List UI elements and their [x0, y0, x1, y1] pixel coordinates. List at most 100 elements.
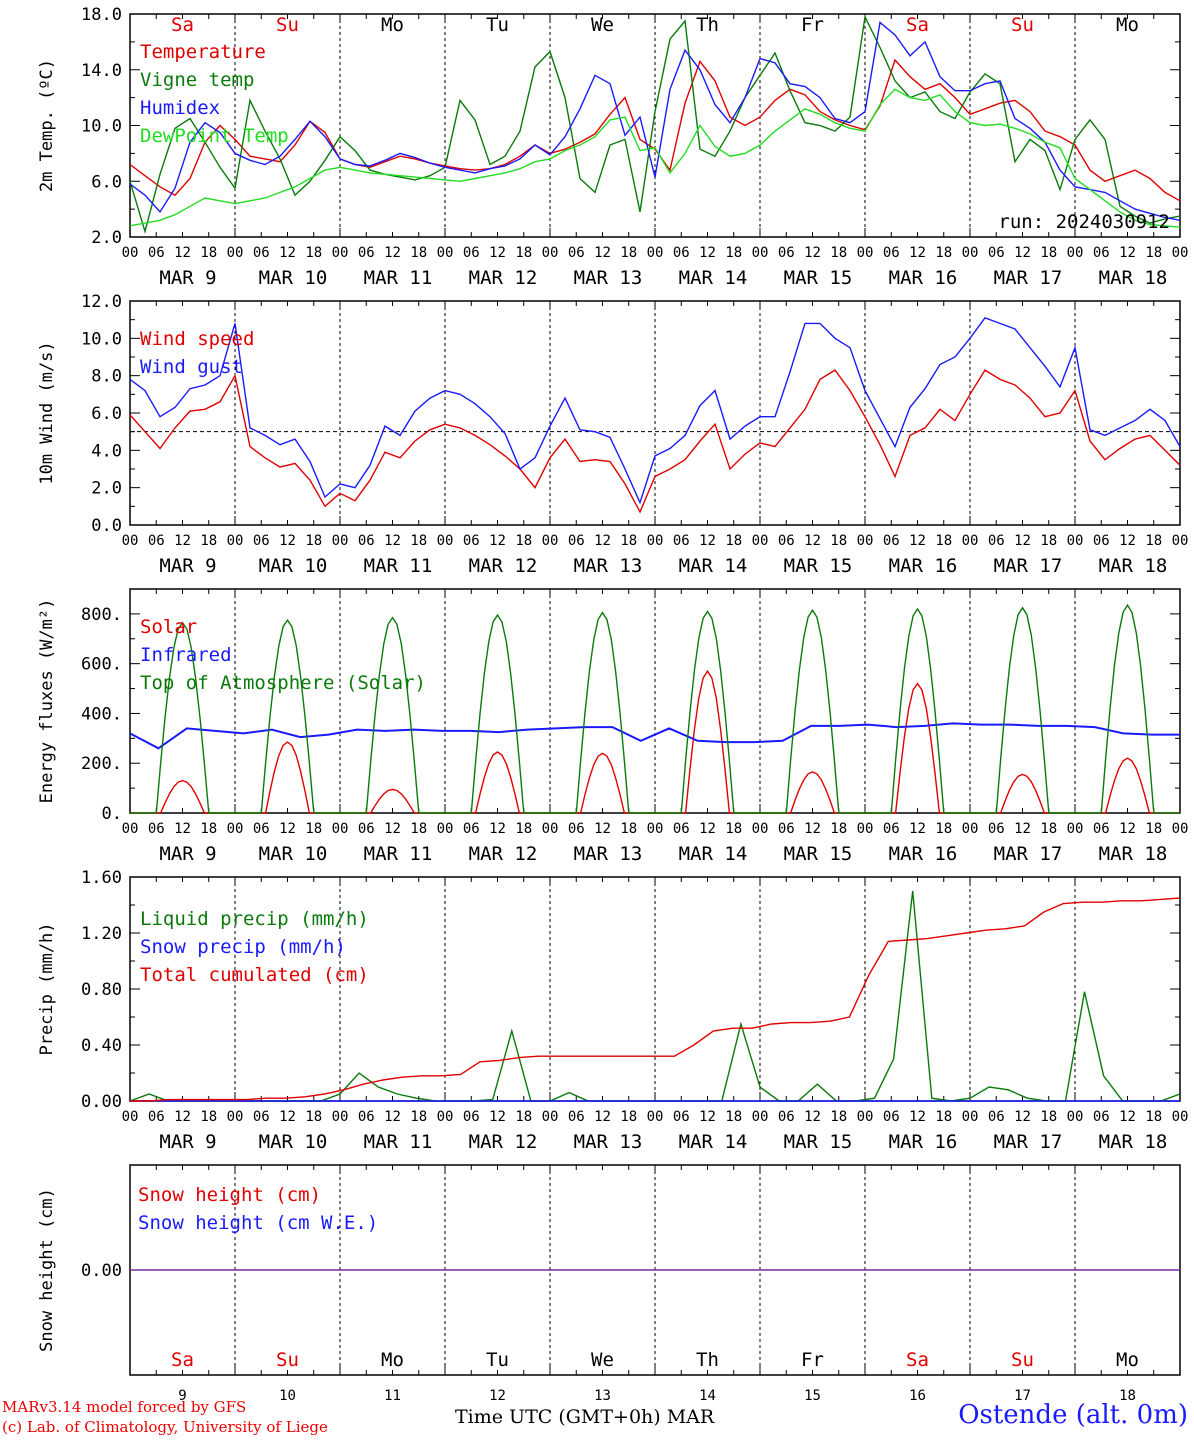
x-hour-label: 12	[909, 533, 926, 549]
x-hour-label: 18	[830, 821, 847, 837]
x-hour-label: 06	[463, 821, 480, 837]
x-hour-label: 18	[1040, 245, 1057, 261]
day-number: 16	[909, 1388, 926, 1404]
x-hour-label: 00	[962, 821, 979, 837]
x-hour-label: 00	[962, 1109, 979, 1125]
x-hour-label: 00	[647, 1109, 664, 1125]
y-tick-label: 1.60	[81, 868, 122, 888]
x-hour-label: 00	[647, 245, 664, 261]
x-hour-label: 06	[253, 821, 270, 837]
x-hour-label: 06	[883, 821, 900, 837]
x-hour-label: 06	[988, 1109, 1005, 1125]
x-hour-label: 18	[830, 533, 847, 549]
x-date-label: MAR 10	[259, 1131, 328, 1153]
x-hour-label: 12	[174, 1109, 191, 1125]
x-hour-label: 18	[830, 1109, 847, 1125]
day-name: We	[591, 1349, 614, 1371]
x-hour-label: 12	[594, 1109, 611, 1125]
x-hour-label: 12	[699, 245, 716, 261]
x-hour-label: 12	[1014, 821, 1031, 837]
x-hour-label: 12	[489, 533, 506, 549]
x-hour-label: 06	[673, 821, 690, 837]
x-hour-label: 18	[725, 245, 742, 261]
x-date-label: MAR 15	[784, 843, 853, 865]
x-hour-label: 00	[542, 1109, 559, 1125]
x-date-label: MAR 12	[469, 267, 538, 289]
x-hour-label: 18	[1040, 1109, 1057, 1125]
x-date-label: MAR 14	[679, 843, 748, 865]
x-hour-label: 18	[305, 533, 322, 549]
x-hour-label: 06	[568, 533, 585, 549]
run-annotation: run: 2024030912	[998, 211, 1170, 233]
x-hour-label: 12	[804, 245, 821, 261]
x-hour-label: 00	[437, 533, 454, 549]
x-date-label: MAR 18	[1099, 1131, 1168, 1153]
y-tick-label: 400.	[81, 704, 122, 724]
x-hour-label: 06	[148, 533, 165, 549]
y-axis-label: 10m Wind (m/s)	[37, 341, 57, 484]
x-hour-label: 12	[489, 821, 506, 837]
y-tick-label: 0.00	[81, 1261, 122, 1281]
day-number: 13	[594, 1388, 611, 1404]
x-date-label: MAR 17	[994, 843, 1063, 865]
x-hour-label: 00	[332, 245, 349, 261]
x-hour-label: 00	[1172, 533, 1189, 549]
legend-entry: Snow precip (mm/h)	[140, 936, 346, 958]
x-hour-label: 00	[227, 245, 244, 261]
x-hour-label: 06	[673, 533, 690, 549]
x-date-label: MAR 16	[889, 1131, 958, 1153]
y-tick-label: 2.0	[91, 479, 122, 499]
x-date-label: MAR 13	[574, 267, 643, 289]
x-hour-label: 18	[1040, 533, 1057, 549]
time-axis-label: Time UTC (GMT+0h) MAR	[455, 1406, 715, 1428]
x-date-label: MAR 10	[259, 555, 328, 577]
x-hour-label: 00	[227, 821, 244, 837]
x-hour-label: 12	[384, 533, 401, 549]
x-hour-label: 18	[830, 245, 847, 261]
x-hour-label: 18	[515, 533, 532, 549]
x-hour-label: 00	[437, 245, 454, 261]
x-hour-label: 06	[463, 245, 480, 261]
day-name: Su	[1011, 1349, 1034, 1371]
day-name: Tu	[486, 1349, 509, 1371]
x-hour-label: 00	[857, 821, 874, 837]
y-tick-label: 0.40	[81, 1036, 122, 1056]
vigne-templine	[129, 14, 1181, 234]
legend-entry: Top of Atmosphere (Solar)	[140, 672, 426, 694]
x-hour-label: 00	[1067, 533, 1084, 549]
x-date-label: MAR 9	[159, 555, 216, 577]
x-hour-label: 06	[778, 533, 795, 549]
x-hour-label: 00	[1067, 245, 1084, 261]
y-axis-label: Precip (mm/h)	[37, 922, 57, 1055]
x-date-label: MAR 17	[994, 555, 1063, 577]
x-hour-label: 00	[962, 533, 979, 549]
x-hour-label: 12	[174, 245, 191, 261]
y-tick-label: 12.0	[81, 292, 122, 312]
x-hour-label: 00	[227, 1109, 244, 1125]
x-hour-label: 06	[358, 245, 375, 261]
x-hour-label: 18	[410, 533, 427, 549]
y-tick-label: 0.	[102, 804, 122, 824]
x-hour-label: 06	[778, 245, 795, 261]
x-hour-label: 18	[620, 821, 637, 837]
x-hour-label: 06	[988, 533, 1005, 549]
day-name: Sa	[906, 1349, 929, 1371]
x-hour-label: 06	[148, 245, 165, 261]
x-hour-label: 18	[305, 1109, 322, 1125]
x-hour-label: 18	[1145, 1109, 1162, 1125]
x-hour-label: 06	[883, 1109, 900, 1125]
x-date-label: MAR 14	[679, 267, 748, 289]
x-hour-label: 18	[935, 245, 952, 261]
day-number: 15	[804, 1388, 821, 1404]
x-hour-label: 06	[883, 245, 900, 261]
x-date-label: MAR 18	[1099, 843, 1168, 865]
panel-frame	[129, 300, 1181, 526]
day-number: 12	[489, 1388, 506, 1404]
x-hour-label: 18	[515, 821, 532, 837]
x-hour-label: 12	[279, 245, 296, 261]
x-hour-label: 00	[647, 821, 664, 837]
x-hour-label: 12	[1014, 533, 1031, 549]
x-hour-label: 06	[1093, 821, 1110, 837]
legend-entry: Temperature	[140, 41, 266, 63]
x-hour-label: 12	[1119, 821, 1136, 837]
